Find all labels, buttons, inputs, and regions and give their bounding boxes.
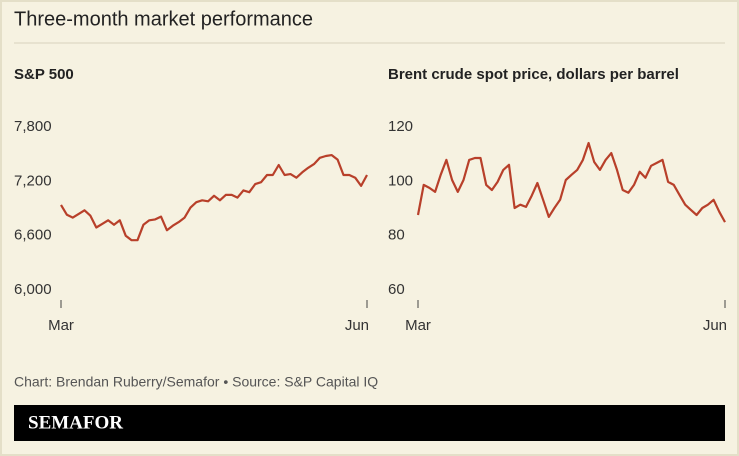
x-tick-label: Jun [345, 317, 369, 334]
y-tick-label: 7,800 [14, 118, 52, 135]
y-tick-label: 7,200 [14, 172, 52, 189]
page-title: Three-month market performance [14, 8, 313, 30]
y-tick-label: 6,000 [14, 281, 52, 298]
chart-title: S&P 500 [14, 66, 74, 83]
x-tick-label: Mar [405, 317, 431, 334]
y-tick-label: 60 [388, 281, 405, 298]
x-tick-label: Jun [703, 317, 727, 334]
line-series [60, 154, 368, 242]
y-tick-label: 100 [388, 172, 413, 189]
brand-bar [14, 405, 725, 441]
chart-title: Brent crude spot price, dollars per barr… [388, 66, 679, 83]
line-series [416, 141, 726, 223]
brand: SEMAFOR [28, 412, 123, 433]
source: Chart: Brendan Ruberry/Semafor • Source:… [14, 374, 378, 390]
y-tick-label: 120 [388, 118, 413, 135]
y-tick-label: 80 [388, 227, 405, 244]
y-tick-label: 6,600 [14, 227, 52, 244]
x-tick-label: Mar [48, 317, 74, 334]
